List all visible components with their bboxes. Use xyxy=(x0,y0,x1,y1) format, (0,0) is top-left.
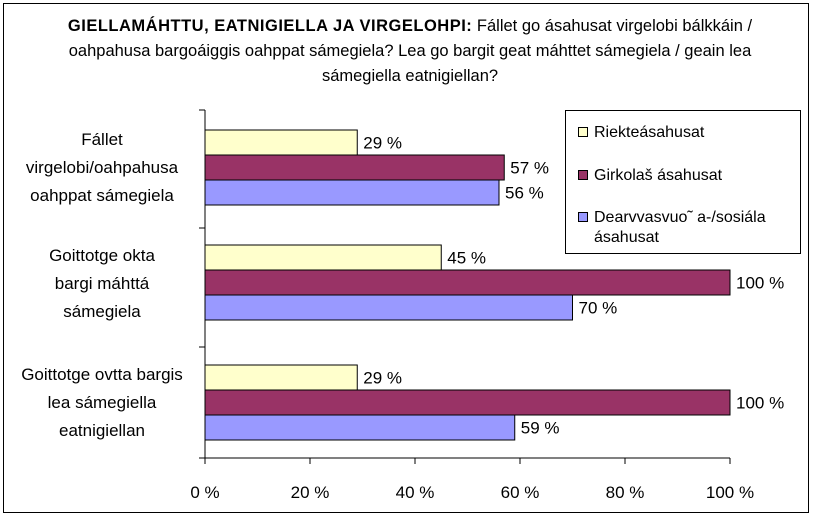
category-label-line: bargi máhttá xyxy=(54,274,150,293)
x-tick-label: 40 % xyxy=(396,483,435,502)
legend-label: Girkolaš ásahusat xyxy=(594,166,799,186)
bar-value-label: 45 % xyxy=(447,249,486,268)
category-label-line: Goittotge ovtta bargis xyxy=(21,365,183,384)
bar xyxy=(204,414,516,441)
legend-label-line: ásahusat xyxy=(594,229,659,246)
x-tick-label: 80 % xyxy=(606,483,645,502)
bar xyxy=(204,179,500,206)
x-tick-label: 20 % xyxy=(291,483,330,502)
bar xyxy=(204,364,358,391)
legend-label-line: Girkolaš ásahusat xyxy=(594,167,723,184)
category-label-line: eatnigiellan xyxy=(58,421,145,440)
x-tick-label: 100 % xyxy=(706,483,754,502)
category-label-line: lea sámegiella xyxy=(47,393,157,412)
bar xyxy=(204,389,731,416)
bar-value-label: 100 % xyxy=(736,274,784,293)
x-tick-label: 60 % xyxy=(501,483,540,502)
chart-legend: Riekteásahusat Girkolaš ásahusat Dearvvasv… xyxy=(565,110,801,254)
category-label: Fállet virgelobi/oahpahusa oahppat sámegie… xyxy=(7,126,197,210)
chart-title: GIELLAMÁHTTU, EATNIGIELLA JA VIRGELOHPI:… xyxy=(60,14,760,89)
category-label: Goittotge ovtta bargis lea sámegiella eatn… xyxy=(7,361,197,445)
legend-swatch xyxy=(578,127,588,137)
bar-value-label: 57 % xyxy=(510,159,549,178)
category-label: Goittotge okta bargi máhttá sámegiela xyxy=(7,242,197,326)
bar xyxy=(204,154,505,181)
category-label-line: sámegiela xyxy=(63,302,141,321)
bar-value-label: 70 % xyxy=(579,299,618,318)
bar xyxy=(204,269,731,296)
bar xyxy=(204,129,358,156)
category-label-line: virgelobi/oahpahusa xyxy=(25,158,179,177)
legend-label: Dearvvasvuo˜ a-/sosiála ásahusat xyxy=(594,208,799,248)
legend-swatch xyxy=(578,212,588,222)
legend-label-line: Riekteásahusat xyxy=(594,124,705,141)
legend-label: Riekteásahusat xyxy=(594,123,799,143)
category-label-line: Goittotge okta xyxy=(49,246,155,265)
x-tick-label: 0 % xyxy=(190,483,219,502)
bar-value-label: 100 % xyxy=(736,394,784,413)
legend-label-line: Dearvvasvuo˜ a-/sosiála xyxy=(594,209,766,226)
bar-value-label: 56 % xyxy=(505,184,544,203)
chart-title-bold: GIELLAMÁHTTU, EATNIGIELLA JA VIRGELOHPI: xyxy=(67,17,473,35)
category-label-line: Fállet xyxy=(81,130,123,149)
legend-swatch xyxy=(578,170,588,180)
bar xyxy=(204,294,573,321)
category-label-line: oahppat sámegiela xyxy=(30,186,174,205)
chart-title-rest: Fállet go ásahusat virgelobi bálkkáin / … xyxy=(68,17,753,85)
bar-value-label: 29 % xyxy=(363,369,402,388)
bar xyxy=(204,244,442,271)
bar-value-label: 59 % xyxy=(521,419,560,438)
bar-value-label: 29 % xyxy=(363,134,402,153)
